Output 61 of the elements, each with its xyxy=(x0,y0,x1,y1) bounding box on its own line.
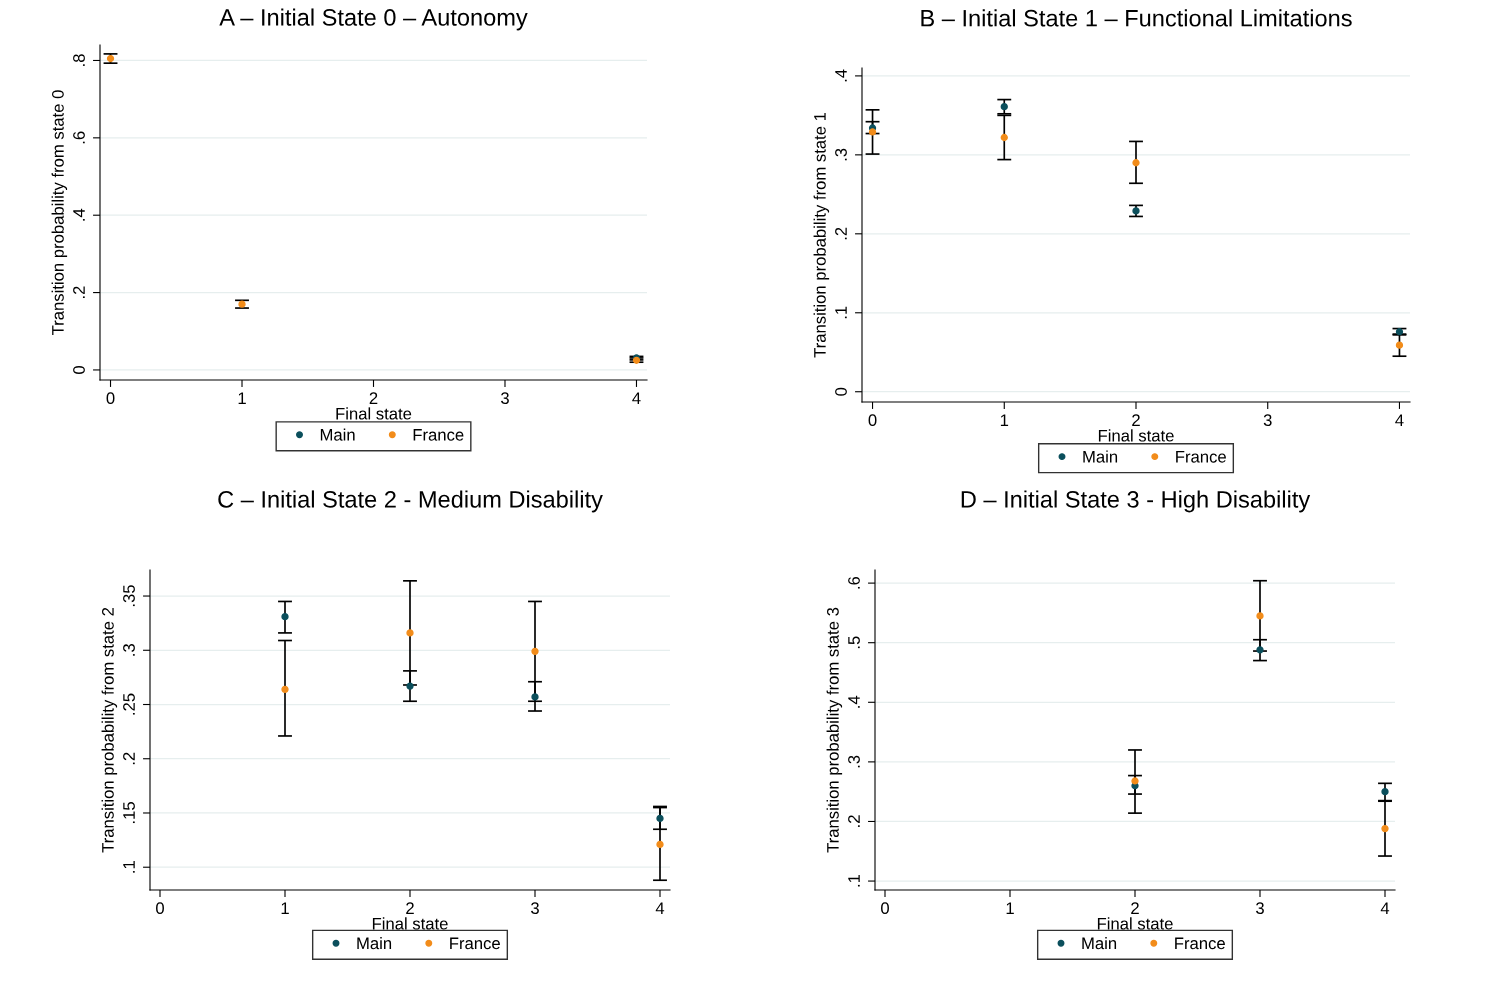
y-tick-label: .25 xyxy=(123,693,135,715)
x-tick-label: 2 xyxy=(1131,902,1139,914)
y-tick-label: .6 xyxy=(848,576,860,589)
y-axis-title: Transition probability from state 1 xyxy=(813,112,830,358)
x-tick-label: 1 xyxy=(281,902,289,914)
y-tick-label: .2 xyxy=(835,227,847,240)
x-tick-label: 4 xyxy=(655,902,665,914)
x-tick-label: 0 xyxy=(868,414,877,427)
y-tick-label: .2 xyxy=(73,286,85,298)
x-tick-label: 0 xyxy=(156,902,164,915)
x-tick-label: 0 xyxy=(106,392,115,405)
x-axis-title: Final state xyxy=(336,407,412,420)
y-tick-label: .35 xyxy=(123,585,135,607)
chart-title: C – Initial State 2 - Medium Disability xyxy=(218,490,603,513)
chart-title: D – Initial State 3 - High Disability xyxy=(961,490,1311,513)
legend-label: France xyxy=(413,429,464,441)
legend-label: France xyxy=(1176,451,1226,463)
y-tick-label: .1 xyxy=(848,874,860,887)
x-tick-label: 3 xyxy=(500,392,509,405)
y-axis-title: Transition probability from state 2 xyxy=(101,607,118,853)
x-tick-label: 4 xyxy=(1380,902,1390,914)
y-axis-title: Transition probability from state 3 xyxy=(826,607,843,853)
y-tick-label: .2 xyxy=(123,752,135,765)
x-axis-title: Final state xyxy=(1098,429,1174,442)
legend-label: Main xyxy=(320,428,355,441)
y-tick-label: .5 xyxy=(848,636,860,649)
y-tick-label: .2 xyxy=(848,815,860,827)
x-axis-title: Final state xyxy=(372,917,448,930)
legend-label: Main xyxy=(357,937,392,950)
legend-label: Main xyxy=(1082,937,1117,950)
y-tick-label: .15 xyxy=(123,802,135,824)
x-tick-label: 0 xyxy=(881,902,889,915)
legend-label: Main xyxy=(1083,450,1118,463)
x-tick-label: 1 xyxy=(1000,414,1009,426)
y-axis-title: Transition probability from state 0 xyxy=(51,90,68,336)
chart-title: B – Initial State 1 – Functional Limitations xyxy=(921,9,1352,27)
x-axis-title: Final state xyxy=(1097,917,1173,930)
y-tick-label: .8 xyxy=(73,54,85,66)
y-tick-label: .3 xyxy=(848,755,860,768)
x-tick-label: 4 xyxy=(1395,414,1404,426)
y-tick-label: .1 xyxy=(835,306,847,319)
x-tick-label: 1 xyxy=(238,392,246,404)
x-tick-label: 2 xyxy=(369,392,378,404)
legend-label: France xyxy=(1175,937,1225,950)
x-tick-label: 3 xyxy=(1263,414,1272,427)
y-tick-label: .4 xyxy=(73,208,85,221)
x-tick-label: 4 xyxy=(632,392,641,404)
y-tick-label: .4 xyxy=(835,69,847,82)
x-tick-label: 2 xyxy=(1132,414,1140,426)
x-tick-label: 3 xyxy=(1256,902,1264,915)
y-tick-label: 0 xyxy=(73,365,85,374)
y-tick-label: .3 xyxy=(123,644,135,656)
chart-title: A – Initial State 0 – Autonomy xyxy=(219,8,528,31)
y-tick-label: .4 xyxy=(848,695,860,708)
y-tick-label: .1 xyxy=(123,861,135,873)
legend-label: France xyxy=(450,937,500,950)
y-tick-label: .6 xyxy=(73,131,85,144)
x-tick-label: 1 xyxy=(1006,902,1014,914)
y-tick-label: .3 xyxy=(835,148,847,161)
x-tick-label: 3 xyxy=(531,902,539,915)
x-tick-label: 2 xyxy=(406,902,414,914)
